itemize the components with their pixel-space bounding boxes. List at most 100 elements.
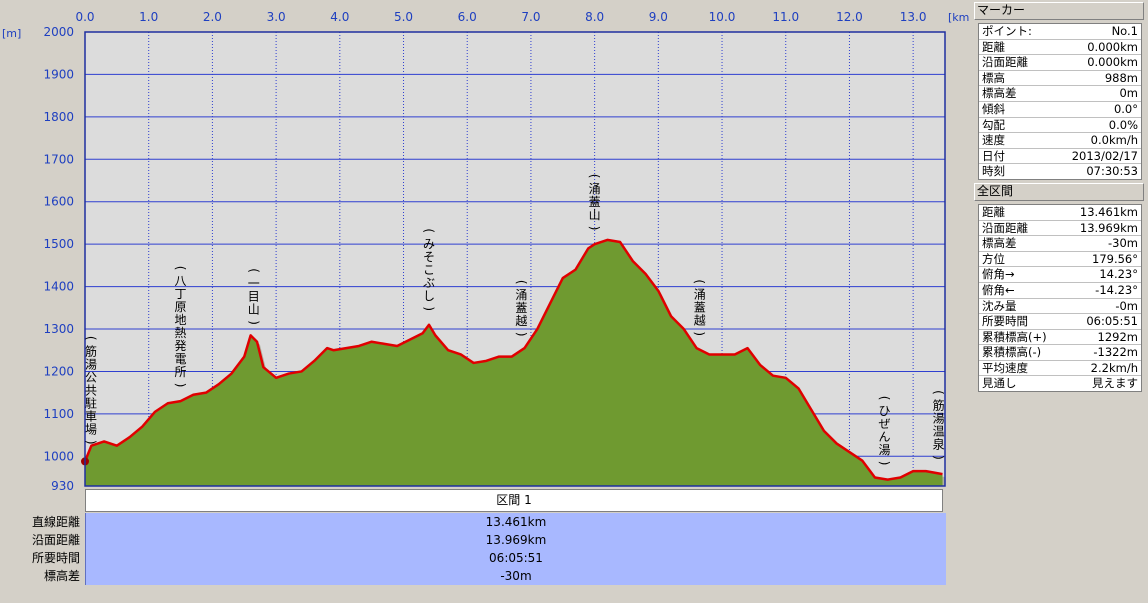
waypoint-label: (涌蓋山): [588, 174, 602, 231]
total-label: 沿面距離: [982, 220, 1028, 235]
svg-text:): ): [84, 440, 98, 445]
x-tick-label: 2.0: [203, 10, 222, 24]
svg-text:駐: 駐: [85, 395, 97, 410]
svg-text:(: (: [588, 174, 602, 179]
total-value: 13.461km: [1079, 204, 1138, 219]
x-tick-label: 7.0: [521, 10, 540, 24]
svg-text:泉: 泉: [933, 437, 945, 451]
marker-value: 988m: [1104, 70, 1138, 85]
section-header[interactable]: 区間 1: [85, 489, 943, 512]
svg-text:み: み: [423, 237, 435, 251]
total-row: 沈み量 -0m: [979, 299, 1141, 315]
svg-text:筋: 筋: [933, 397, 945, 412]
x-tick-label: 11.0: [772, 10, 799, 24]
marker-label: 速度: [982, 133, 1005, 148]
marker-label: 沿面距離: [982, 55, 1028, 70]
x-axis-ticks: 0.0 1.0 2.0 3.0 4.0 5.0 6.0 7.0 8.0 9.0 10.0 11.0 12…: [75, 10, 926, 24]
marker-row: 傾斜 0.0°: [979, 102, 1141, 118]
svg-text:蓋: 蓋: [515, 301, 527, 315]
y-tick-label: 1800: [43, 110, 74, 124]
svg-text:八: 八: [175, 274, 187, 288]
marker-row: 標高差 0m: [979, 86, 1141, 102]
total-label: 見通し: [982, 376, 1017, 391]
svg-text:熱: 熱: [175, 326, 187, 340]
svg-text:(: (: [422, 228, 436, 233]
svg-text:湯: 湯: [85, 357, 97, 371]
svg-text:ぜ: ぜ: [878, 417, 890, 431]
total-value: 14.23°: [1099, 267, 1138, 282]
total-value: -14.23°: [1095, 282, 1138, 297]
svg-text:ん: ん: [878, 430, 890, 444]
svg-text:): ): [174, 383, 188, 388]
summary-value: 06:05:51: [85, 549, 946, 567]
x-tick-label: 10.0: [709, 10, 736, 24]
total-value: 見えます: [1092, 376, 1138, 391]
svg-text:丁: 丁: [175, 287, 187, 301]
total-label: 俯角←: [982, 282, 1015, 297]
total-value: 1292m: [1097, 329, 1138, 344]
svg-text:): ): [693, 331, 707, 336]
marker-label: 時刻: [982, 164, 1005, 179]
summary-label: 標高差: [43, 569, 80, 583]
total-label: 距離: [982, 204, 1005, 219]
waypoint-label: (涌蓋越): [693, 279, 707, 336]
section-summary: 直線距離 13.461km 沿面距離 13.969km 所要時間 06:05:5…: [0, 513, 946, 585]
svg-text:(: (: [877, 396, 891, 401]
marker-label: 標高差: [982, 86, 1017, 101]
total-label: 所要時間: [982, 314, 1028, 329]
total-value: 2.2km/h: [1090, 360, 1138, 375]
summary-row-straight-distance: 直線距離 13.461km: [0, 513, 946, 531]
y-tick-label: 1000: [43, 449, 74, 463]
summary-value: 13.969km: [85, 531, 946, 549]
x-tick-label: 8.0: [585, 10, 604, 24]
svg-text:(: (: [84, 336, 98, 341]
summary-value: -30m: [85, 567, 946, 585]
total-row: 所要時間 06:05:51: [979, 314, 1141, 330]
marker-value: 07:30:53: [1086, 164, 1138, 179]
marker-label: 距離: [982, 39, 1005, 54]
svg-text:(: (: [514, 280, 528, 285]
y-axis-ticks: 930 1000 1100 1200 1300 1400 1500 1600 1700 1800 1…: [43, 25, 74, 490]
svg-text:温: 温: [933, 424, 945, 438]
total-value: -30m: [1108, 236, 1138, 251]
svg-text:こ: こ: [423, 263, 435, 277]
svg-text:湯: 湯: [878, 443, 890, 457]
marker-row: 速度 0.0km/h: [979, 133, 1141, 149]
x-tick-label: 5.0: [394, 10, 413, 24]
total-label: 平均速度: [982, 360, 1028, 375]
marker-label: 傾斜: [982, 101, 1005, 116]
marker-label: 勾配: [982, 117, 1005, 132]
marker-row: 時刻 07:30:53: [979, 164, 1141, 179]
svg-text:そ: そ: [423, 250, 435, 264]
summary-label: 沿面距離: [31, 533, 80, 547]
y-tick-label: 1500: [43, 237, 74, 251]
svg-text:共: 共: [85, 383, 97, 397]
x-tick-label: 0.0: [75, 10, 94, 24]
waypoint-labels: (筋湯公共駐車場)(八丁原地熱発電所)(一目山)(みそこぶし)(涌蓋越)(涌蓋山…: [84, 174, 946, 466]
svg-text:): ): [422, 306, 436, 311]
total-label: 沈み量: [982, 298, 1017, 313]
svg-text:筋: 筋: [85, 343, 97, 358]
marker-value: 0.0km/h: [1090, 133, 1138, 148]
total-row: 方位 179.56°: [979, 252, 1141, 268]
total-row: 累積標高(-) -1322m: [979, 345, 1141, 361]
total-value: -1322m: [1093, 345, 1138, 360]
total-row: 累積標高(+) 1292m: [979, 330, 1141, 346]
marker-row: ポイント: No.1: [979, 24, 1141, 40]
svg-text:蓋: 蓋: [589, 195, 601, 209]
marker-value: No.1: [1111, 24, 1138, 38]
svg-text:ひ: ひ: [878, 404, 890, 418]
y-tick-label: 2000: [43, 25, 74, 39]
marker-value: 0.000km: [1087, 55, 1138, 70]
total-value: -0m: [1115, 298, 1138, 313]
marker-row: 距離 0.000km: [979, 40, 1141, 56]
total-row: 標高差 -30m: [979, 236, 1141, 252]
svg-text:(: (: [693, 279, 707, 284]
marker-label: 日付: [982, 148, 1005, 163]
svg-text:): ): [514, 332, 528, 337]
total-row: 沿面距離 13.969km: [979, 221, 1141, 237]
svg-text:): ): [588, 226, 602, 231]
elevation-profile-chart[interactable]: 930 1000 1100 1200 1300 1400 1500 1600 1700 1800 1…: [0, 0, 970, 490]
svg-text:涌: 涌: [694, 288, 706, 302]
